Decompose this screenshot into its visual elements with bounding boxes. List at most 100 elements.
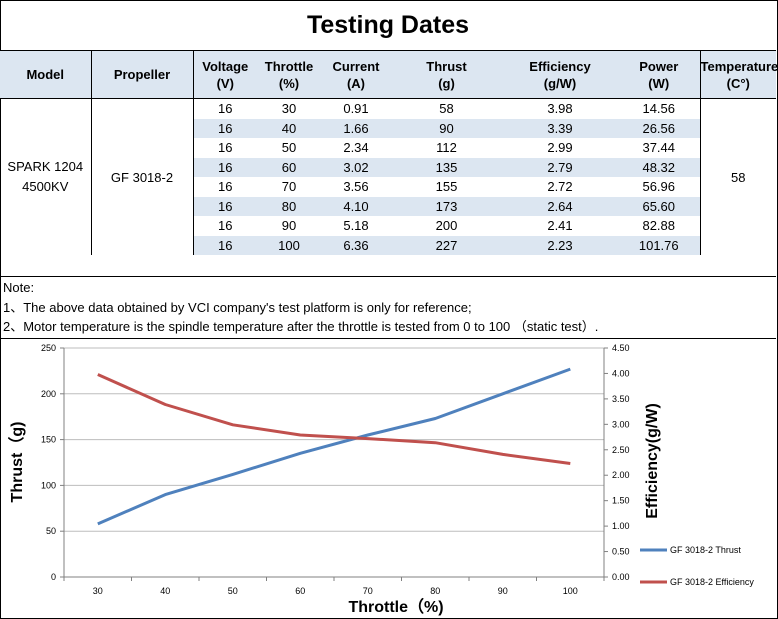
series-line-thrust xyxy=(97,367,571,526)
efficiency-cell: 2.72 xyxy=(547,179,573,194)
throttle-cell: 100 xyxy=(257,235,321,255)
table-row: 16 70 3.56 155 2.72 56.96 xyxy=(0,177,776,197)
power-cell: 26.56 xyxy=(618,118,700,138)
header-model: Model xyxy=(0,51,91,99)
table-row: 16 60 3.02 135 2.79 48.32 xyxy=(0,157,776,177)
legend-entry: GF 3018-2 Thrust xyxy=(670,545,741,555)
power-cell: 82.88 xyxy=(642,218,676,233)
model-cell: SPARK 1204 4500KV xyxy=(7,159,84,194)
voltage-cell: 16 xyxy=(192,177,257,197)
power-cell: 14.56 xyxy=(642,101,676,116)
chart-legend: GF 3018-2 Thrust GF 3018-2 Efficiency xyxy=(640,545,754,587)
x-tick-label: 80 xyxy=(430,586,440,596)
y2-tick-label: 2.00 xyxy=(612,470,630,480)
chart-plot-area xyxy=(97,367,571,526)
x-tick-label: 60 xyxy=(295,586,305,596)
table-row: 16 90 5.18 200 2.41 82.88 xyxy=(0,216,776,236)
temperature-cell: 58 xyxy=(699,98,776,255)
series-line-efficiency xyxy=(97,373,571,465)
efficiency-cell: 3.39 xyxy=(502,118,618,138)
efficiency-cell: 2.41 xyxy=(547,218,573,233)
table-row: 16 100 6.36 227 2.23 101.76 xyxy=(0,235,776,255)
y2-tick-label: 0.00 xyxy=(612,572,630,582)
efficiency-cell: 2.79 xyxy=(502,157,618,177)
current-cell: 0.91 xyxy=(343,101,369,116)
voltage-cell: 16 xyxy=(192,138,257,158)
y-tick-label: 0 xyxy=(51,572,56,582)
current-cell: 2.34 xyxy=(343,140,369,155)
voltage-cell: 16 xyxy=(192,118,257,138)
thrust-cell: 90 xyxy=(391,118,502,138)
throttle-cell: 80 xyxy=(257,196,321,216)
voltage-cell: 16 xyxy=(192,235,257,255)
x-tick-label: 70 xyxy=(363,586,373,596)
header-throttle: Throttle (%) xyxy=(257,51,321,99)
current-cell: 4.10 xyxy=(321,196,391,216)
y-tick-label: 50 xyxy=(46,526,56,536)
table-bottom-rule xyxy=(0,276,776,277)
x-tick-label: 50 xyxy=(228,586,238,596)
header-thrust: Thrust (g) xyxy=(391,51,502,99)
power-cell: 101.76 xyxy=(618,235,700,255)
throttle-cell: 50 xyxy=(281,140,297,155)
y2-tick-label: 1.50 xyxy=(612,496,630,506)
header-propeller: Propeller xyxy=(90,51,193,99)
y-tick-label: 200 xyxy=(41,389,56,399)
x-tick-label: 100 xyxy=(563,586,578,596)
y-tick-label: 250 xyxy=(41,343,56,353)
voltage-cell: 16 xyxy=(192,196,257,216)
y2-tick-label: 0.50 xyxy=(612,547,630,557)
current-cell: 3.02 xyxy=(321,157,391,177)
note-line-2: 2、Motor temperature is the spindle tempe… xyxy=(3,319,599,334)
throttle-cell: 60 xyxy=(257,157,321,177)
voltage-cell: 16 xyxy=(192,157,257,177)
power-cell: 37.44 xyxy=(642,140,676,155)
voltage-cell: 16 xyxy=(192,216,257,236)
throttle-cell: 30 xyxy=(281,101,297,116)
voltage-cell: 16 xyxy=(192,98,257,119)
y2-tick-label: 1.00 xyxy=(612,521,630,531)
thrust-cell: 173 xyxy=(391,196,502,216)
thrust-cell: 135 xyxy=(391,157,502,177)
x-tick-label: 90 xyxy=(498,586,508,596)
thrust-efficiency-chart: 0 50 100 150 200 250 0.00 0.50 1.00 1.50 2.00 2.50 3… xyxy=(8,343,754,616)
table-header-row: Model Propeller Voltage (V) Throttle (%) C… xyxy=(0,51,778,99)
x-tick-label: 40 xyxy=(160,586,170,596)
thrust-cell: 200 xyxy=(435,218,458,233)
x-axis-label: Throttle（%) xyxy=(348,598,443,616)
efficiency-cell: 2.23 xyxy=(502,235,618,255)
current-cell: 1.66 xyxy=(321,118,391,138)
efficiency-cell: 2.64 xyxy=(502,196,618,216)
header-temperature: Temperature (C°) xyxy=(699,51,778,99)
thrust-cell: 227 xyxy=(391,235,502,255)
page-title: Testing Dates xyxy=(0,0,776,51)
y2-tick-label: 4.50 xyxy=(612,343,630,353)
efficiency-cell: 2.99 xyxy=(547,140,573,155)
thrust-cell: 155 xyxy=(435,179,458,194)
y2-tick-label: 2.50 xyxy=(612,445,630,455)
table-row: 16 50 2.34 112 2.99 37.44 xyxy=(0,138,776,158)
efficiency-cell: 3.98 xyxy=(547,101,573,116)
propeller-cell: GF 3018-2 xyxy=(90,98,193,255)
header-power: Power (W) xyxy=(618,51,700,99)
current-cell: 6.36 xyxy=(321,235,391,255)
thrust-cell: 58 xyxy=(439,101,454,116)
current-cell: 5.18 xyxy=(343,218,369,233)
chart-grid xyxy=(64,347,604,578)
y2-tick-label: 3.00 xyxy=(612,419,630,429)
notes-bottom-rule xyxy=(0,338,776,339)
y-tick-label: 100 xyxy=(41,480,56,490)
note-label: Note: xyxy=(3,280,35,295)
power-cell: 48.32 xyxy=(618,157,700,177)
power-cell: 56.96 xyxy=(642,179,676,194)
header-current: Current (A) xyxy=(321,51,391,99)
y2-tick-label: 3.50 xyxy=(612,394,630,404)
throttle-cell: 40 xyxy=(257,118,321,138)
throttle-cell: 90 xyxy=(281,218,297,233)
table-row: 16 80 4.10 173 2.64 65.60 xyxy=(0,196,776,216)
current-cell: 3.56 xyxy=(343,179,369,194)
y2-axis-label: Efficiency(g/W) xyxy=(644,403,661,519)
test-data-table: Model Propeller Voltage (V) Throttle (%) C… xyxy=(0,51,778,255)
y2-tick-label: 4.00 xyxy=(612,368,630,378)
chart-axes: 0 50 100 150 200 250 0.00 0.50 1.00 1.50 2.00 2.50 3… xyxy=(41,343,630,596)
